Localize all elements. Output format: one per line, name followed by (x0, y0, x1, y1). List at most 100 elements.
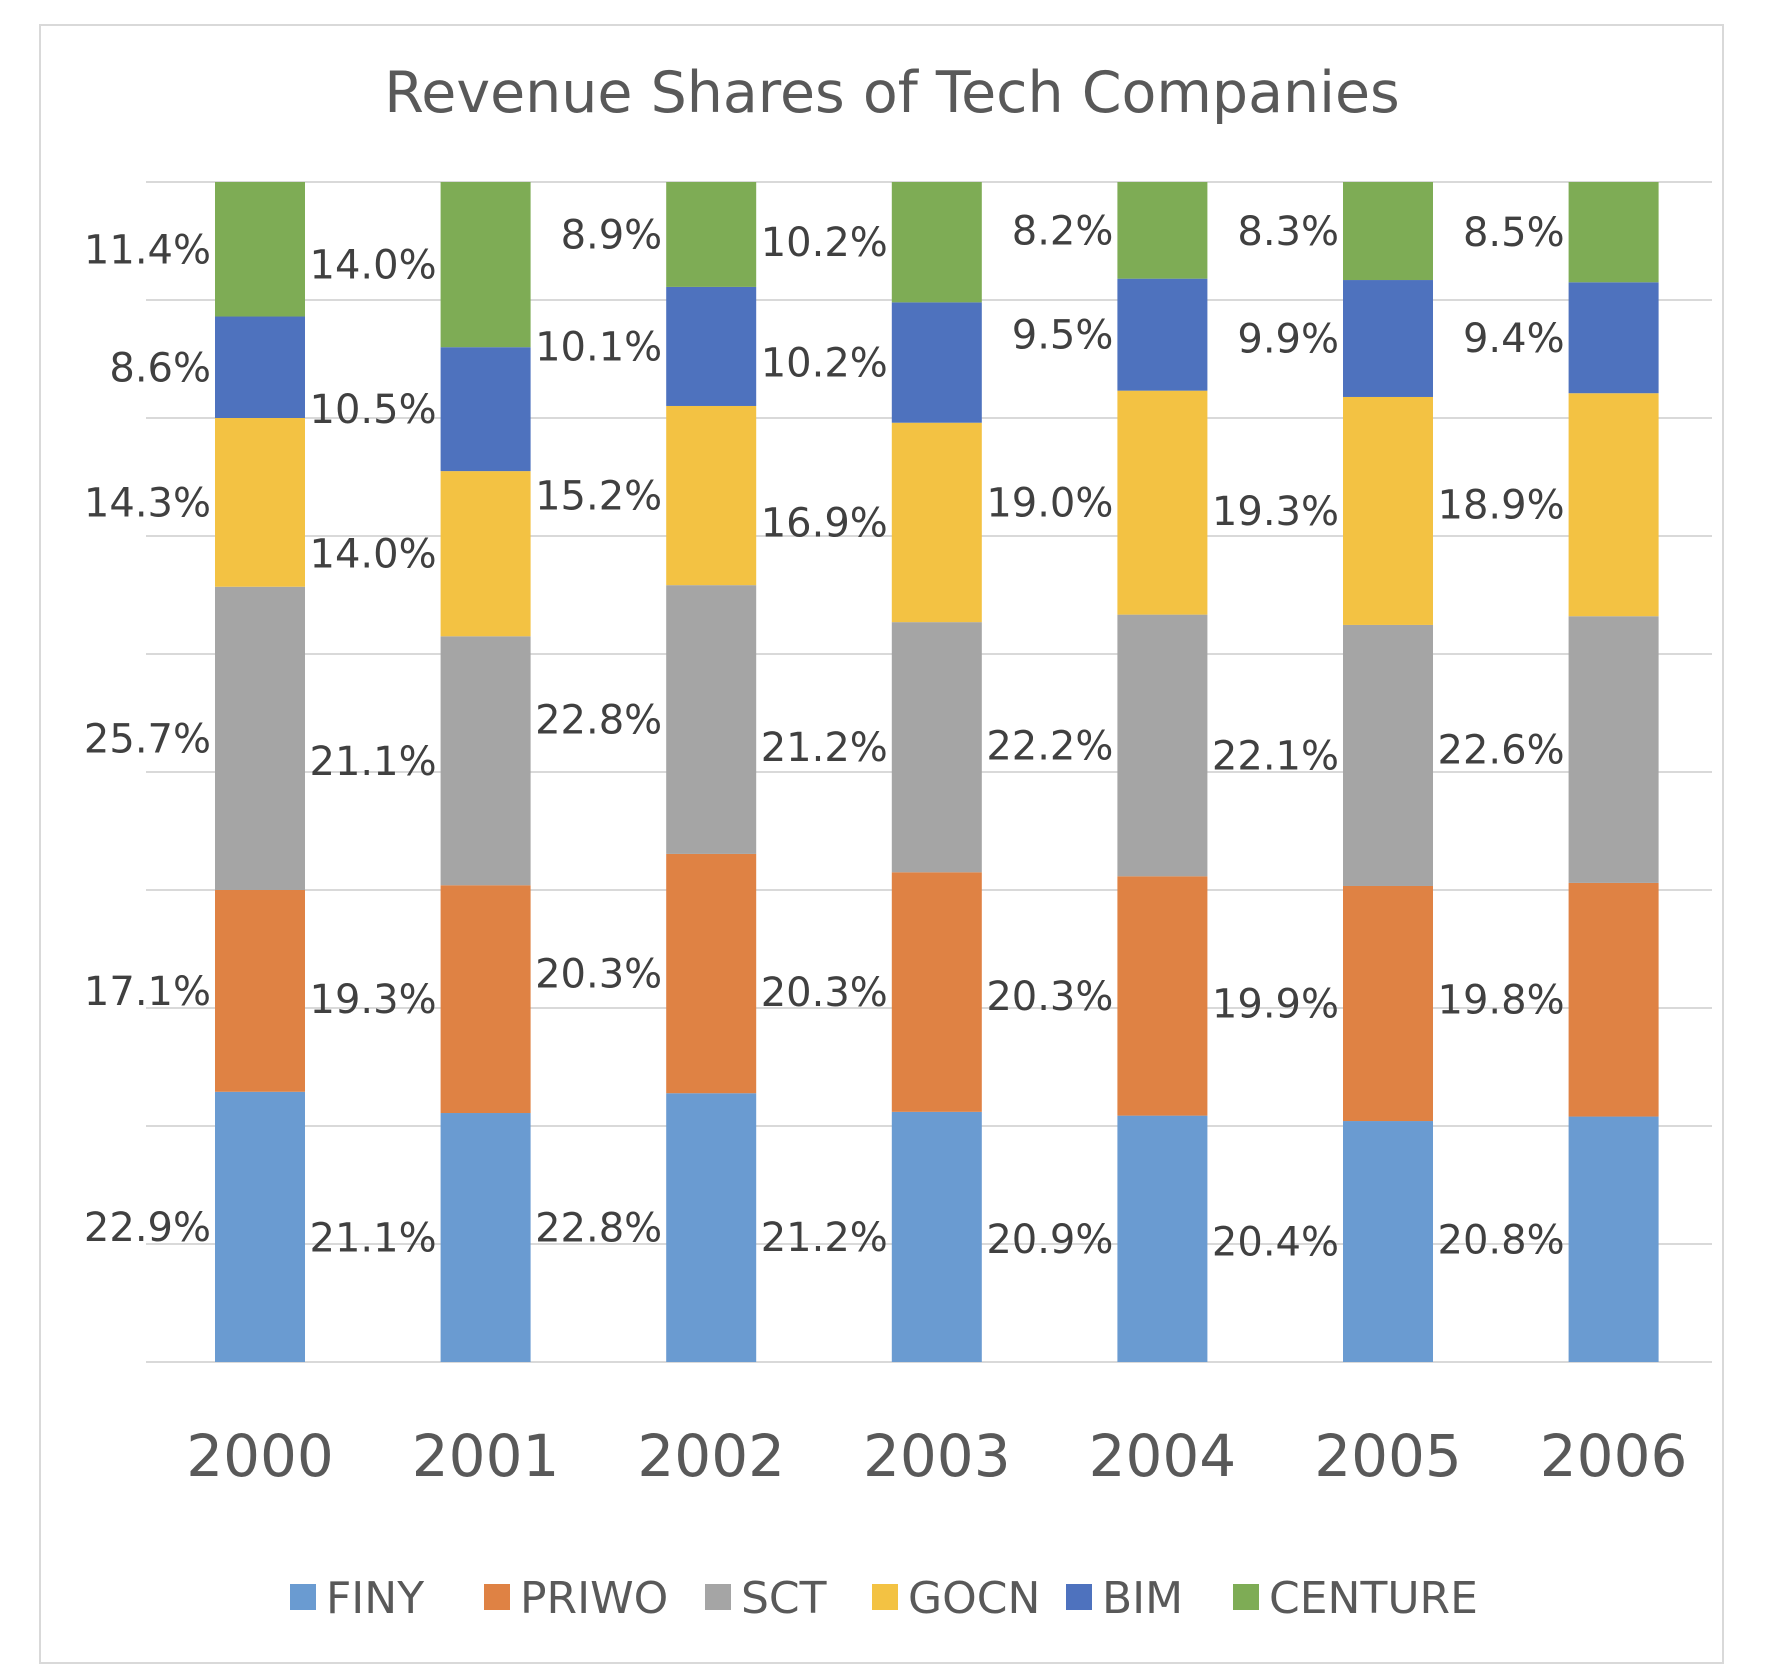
data-label-sct-2006: 22.6% (1438, 728, 1565, 774)
bar-segment-finy-2005 (1343, 1121, 1433, 1362)
bar-segment-priwo-2006 (1568, 882, 1659, 1117)
x-axis-ticks: 2000 2001 2002 2003 2004 2005 2006 (186, 1422, 1687, 1490)
x-tick-label: 2005 (1314, 1422, 1462, 1490)
legend-label: FINY (326, 1573, 424, 1624)
legend-item-centure[interactable]: CENTURE (1233, 1573, 1478, 1624)
bar-segment-gocn-2001 (440, 471, 531, 637)
data-label-finy-2003: 21.2% (761, 1215, 888, 1261)
bar-segment-gocn-2004 (1117, 390, 1208, 615)
legend-item-finy[interactable]: FINY (290, 1573, 424, 1624)
data-label-finy-2006: 20.8% (1438, 1217, 1565, 1263)
data-label-centure-2002: 8.9% (561, 212, 663, 258)
bar-segment-gocn-2005 (1343, 396, 1433, 625)
bar-segment-centure-2002 (666, 182, 757, 287)
bar-segment-bim-2002 (666, 286, 757, 406)
data-label-centure-2003: 10.2% (761, 220, 888, 266)
data-label-sct-2005: 22.1% (1212, 733, 1339, 779)
data-label-finy-2001: 21.1% (310, 1216, 437, 1262)
bar-segment-gocn-2003 (891, 422, 982, 623)
data-label-finy-2002: 22.8% (535, 1206, 662, 1252)
bar-segment-sct-2006 (1568, 616, 1659, 883)
legend-swatch (1233, 1584, 1259, 1610)
data-label-centure-2000: 11.4% (84, 227, 211, 273)
data-label-bim-2003: 10.2% (761, 341, 888, 387)
data-label-sct-2002: 22.8% (535, 698, 662, 744)
x-tick-label: 2006 (1540, 1422, 1688, 1490)
legend-item-priwo[interactable]: PRIWO (484, 1573, 668, 1624)
legend-swatch (1066, 1584, 1092, 1610)
bar-segment-sct-2002 (666, 585, 757, 854)
legend-item-gocn[interactable]: GOCN (872, 1573, 1040, 1624)
bar-segment-gocn-2000 (215, 418, 305, 587)
data-label-gocn-2000: 14.3% (84, 480, 211, 526)
legend-label: SCT (741, 1573, 827, 1624)
bar-segment-centure-2005 (1343, 182, 1433, 281)
data-label-priwo-2005: 19.9% (1212, 982, 1339, 1028)
data-label-gocn-2001: 14.0% (310, 532, 437, 578)
chart-title: Revenue Shares of Tech Companies (384, 60, 1400, 126)
bar-segment-priwo-2005 (1343, 885, 1433, 1122)
legend-swatch (705, 1584, 731, 1610)
legend-label: GOCN (908, 1573, 1040, 1624)
data-label-bim-2006: 9.4% (1463, 316, 1565, 362)
data-label-bim-2000: 8.6% (109, 345, 211, 391)
data-label-priwo-2003: 20.3% (761, 970, 888, 1016)
data-label-priwo-2004: 20.3% (986, 974, 1113, 1020)
data-label-gocn-2002: 15.2% (535, 474, 662, 520)
bar-segment-centure-2001 (440, 182, 531, 348)
legend-swatch (484, 1584, 510, 1610)
bar-segment-priwo-2003 (891, 872, 982, 1112)
bar-segment-sct-2005 (1343, 624, 1433, 886)
data-label-priwo-2006: 19.8% (1438, 978, 1565, 1024)
bar-segment-sct-2004 (1117, 614, 1208, 877)
data-label-finy-2004: 20.9% (986, 1217, 1113, 1263)
data-label-priwo-2002: 20.3% (535, 952, 662, 998)
bar-segment-sct-2000 (215, 586, 305, 890)
x-tick-label: 2001 (412, 1422, 560, 1490)
data-label-gocn-2003: 16.9% (761, 500, 888, 546)
legend: FINY PRIWO SCT GOCN BIM CENTURE (290, 1573, 1478, 1624)
data-label-finy-2000: 22.9% (84, 1205, 211, 1251)
data-label-centure-2001: 14.0% (310, 243, 437, 289)
bars (215, 182, 1659, 1362)
legend-label: CENTURE (1269, 1573, 1478, 1624)
bar-segment-bim-2000 (215, 316, 305, 418)
data-label-bim-2005: 9.9% (1237, 317, 1339, 363)
legend-swatch (290, 1584, 316, 1610)
x-tick-label: 2004 (1089, 1422, 1237, 1490)
bar-segment-centure-2006 (1568, 182, 1659, 283)
data-label-sct-2003: 21.2% (761, 725, 888, 771)
bar-segment-bim-2003 (891, 302, 982, 423)
bar-segment-finy-2002 (666, 1093, 757, 1362)
data-label-centure-2005: 8.3% (1237, 209, 1339, 255)
bar-segment-gocn-2002 (666, 405, 757, 586)
bar-segment-bim-2004 (1117, 278, 1208, 391)
bar-segment-finy-2001 (440, 1113, 531, 1362)
data-labels: 22.9% 17.1% 25.7% 14.3% 8.6% 11.4% 21.1% 19.3% 2… (84, 208, 1565, 1265)
x-tick-label: 2003 (863, 1422, 1011, 1490)
bar-segment-finy-2003 (891, 1111, 982, 1362)
bar-segment-sct-2003 (891, 622, 982, 873)
bar-segment-finy-2004 (1117, 1115, 1208, 1362)
bar-segment-bim-2006 (1568, 282, 1659, 394)
data-label-bim-2001: 10.5% (310, 387, 437, 433)
legend-item-sct[interactable]: SCT (705, 1573, 827, 1624)
x-tick-label: 2002 (637, 1422, 785, 1490)
bar-segment-gocn-2006 (1568, 393, 1659, 617)
bar-segment-bim-2001 (440, 347, 531, 472)
bar-segment-finy-2000 (215, 1091, 305, 1362)
data-label-gocn-2004: 19.0% (986, 481, 1113, 527)
bar-segment-centure-2000 (215, 182, 305, 317)
bar-segment-finy-2006 (1568, 1116, 1659, 1362)
bar-segment-sct-2001 (440, 636, 531, 886)
data-label-sct-2000: 25.7% (84, 716, 211, 762)
data-label-sct-2004: 22.2% (986, 723, 1113, 769)
data-label-bim-2004: 9.5% (1012, 313, 1114, 359)
legend-label: PRIWO (520, 1573, 668, 1624)
data-label-bim-2002: 10.1% (535, 324, 662, 370)
legend-item-bim[interactable]: BIM (1066, 1573, 1183, 1624)
bar-segment-centure-2003 (891, 182, 982, 303)
bar-segment-priwo-2004 (1117, 876, 1208, 1116)
data-label-centure-2004: 8.2% (1012, 208, 1114, 254)
x-tick-label: 2000 (186, 1422, 334, 1490)
